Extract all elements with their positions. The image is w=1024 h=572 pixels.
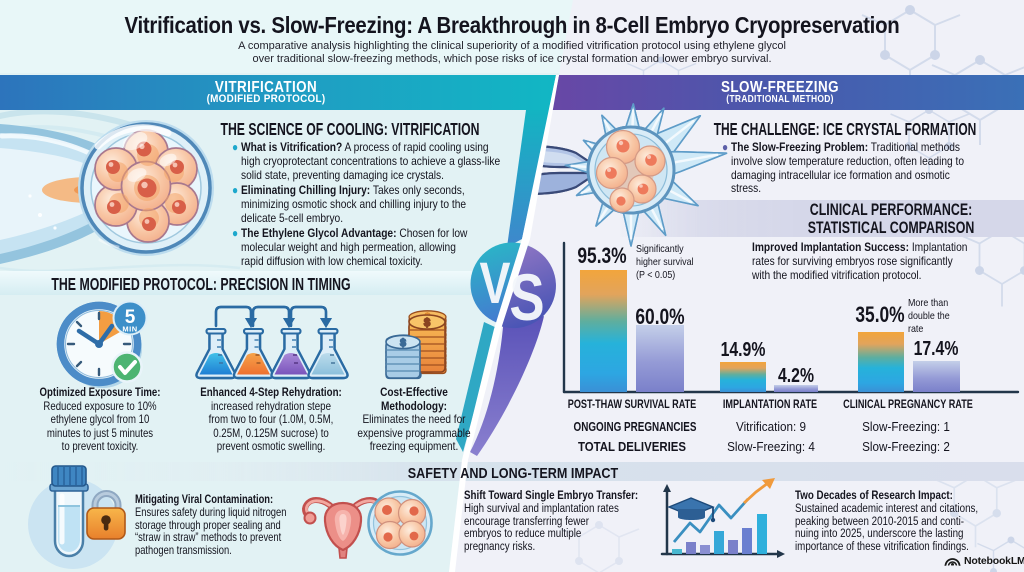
svg-text:$: $ [400, 338, 406, 349]
svg-text:MIN: MIN [122, 325, 137, 334]
svg-text:5: 5 [125, 307, 136, 328]
svg-text:S: S [509, 260, 544, 334]
svg-text:V: V [480, 251, 511, 316]
svg-text:$: $ [424, 317, 430, 329]
